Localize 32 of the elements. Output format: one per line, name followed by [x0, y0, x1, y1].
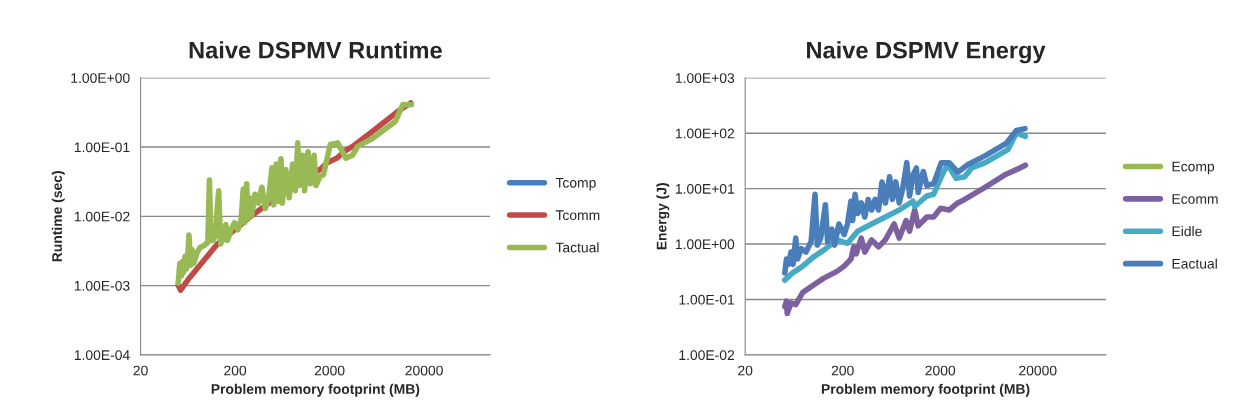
y-tick-label: 1.00E+00 — [675, 239, 735, 250]
y-tick-label: 1.00E-04 — [74, 350, 130, 361]
legend-label: Ecomm — [1172, 194, 1218, 204]
legend-label: Eactual — [1172, 258, 1217, 269]
y-tick-label: 1.00E+02 — [675, 128, 735, 139]
chart-title: Naive DSPMV Runtime — [189, 41, 442, 59]
y-axis-title: Energy (J) — [656, 183, 670, 250]
y-tick-label: 1.00E-01 — [74, 142, 130, 153]
y-tick-label: 1.00E+00 — [71, 73, 130, 83]
x-tick-label: 20000 — [1019, 365, 1057, 376]
y-axis-title: Runtime (sec) — [51, 171, 65, 262]
y-tick-label: 1.00E-02 — [74, 211, 130, 222]
legend-label: Tcomp — [555, 177, 596, 191]
y-tick-label: 1.00E+01 — [675, 183, 735, 194]
chart-title: Naive DSPMV Energy — [807, 41, 1046, 64]
x-tick-label: 200 — [224, 365, 247, 376]
x-tick-label: 2000 — [314, 365, 345, 376]
legend-label: Ecomp — [1172, 161, 1215, 175]
legend-label: Eidle — [1172, 226, 1202, 237]
y-tick-label: 1.00E+03 — [675, 73, 735, 83]
legend-label: Tcomm — [555, 210, 600, 221]
y-tick-label: 1.00E-03 — [74, 280, 130, 291]
x-axis-title: Problem memory footprint (MB) — [821, 383, 1030, 397]
legend-label: Tactual — [555, 242, 599, 253]
x-tick-label: 20 — [133, 365, 148, 376]
x-tick-label: 2000 — [925, 365, 956, 376]
y-tick-label: 1.00E-01 — [679, 294, 735, 305]
x-tick-label: 200 — [831, 365, 854, 376]
y-tick-label: 1.00E-02 — [679, 350, 735, 361]
x-tick-label: 20 — [738, 365, 753, 376]
x-axis-title: Problem memory footprint (MB) — [211, 383, 420, 397]
x-tick-label: 20000 — [405, 365, 443, 376]
